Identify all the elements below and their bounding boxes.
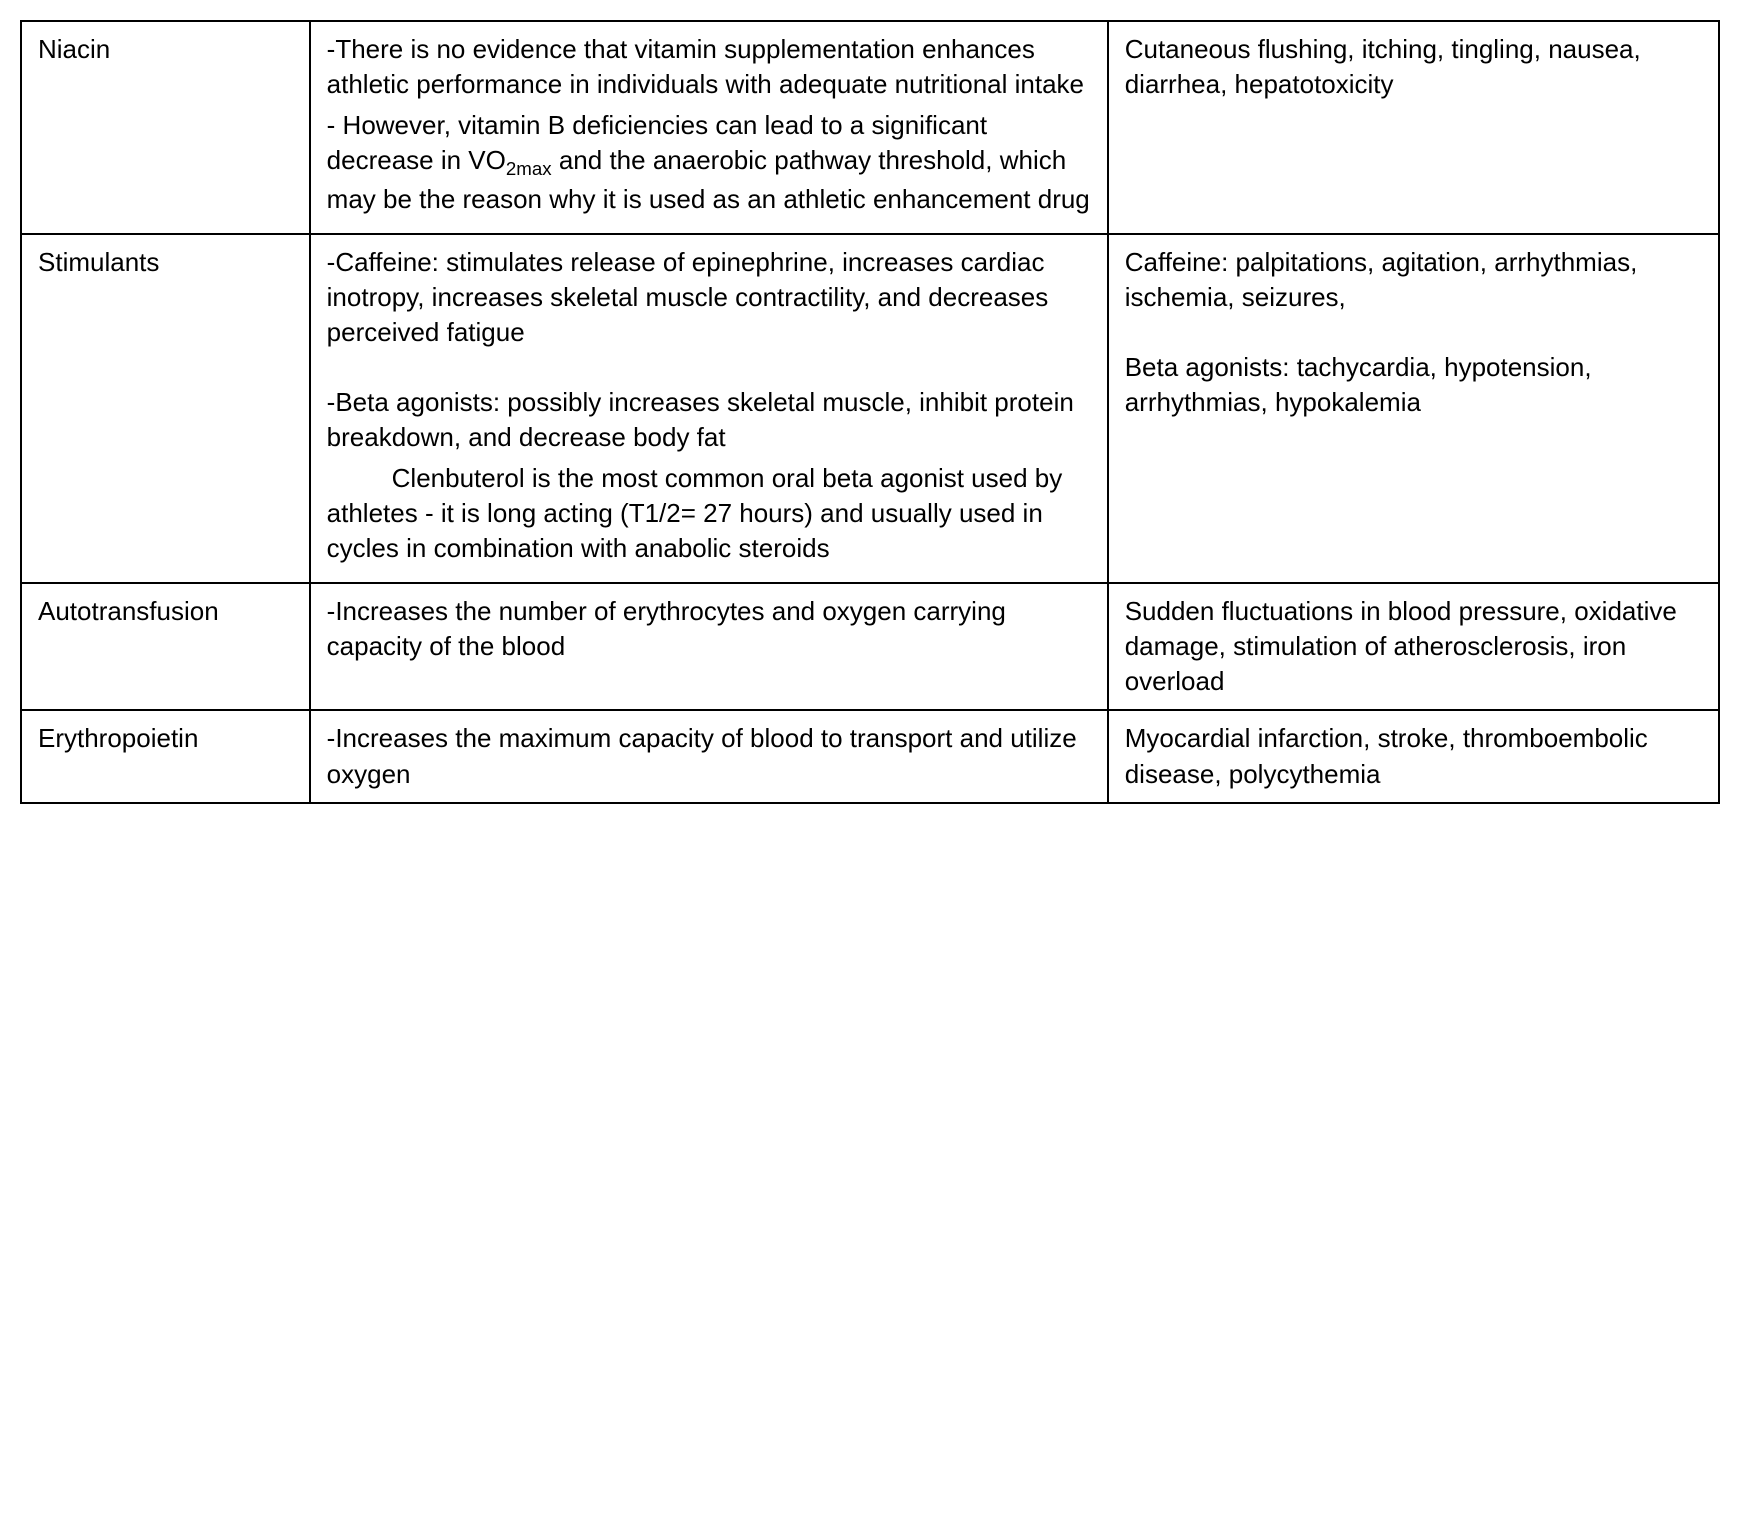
subscript-text: 2max <box>506 158 552 179</box>
mechanism-text: -Caffeine: stimulates release of epineph… <box>327 245 1091 350</box>
substance-name: Autotransfusion <box>38 596 219 626</box>
substances-table: Niacin -There is no evidence that vitami… <box>20 20 1720 804</box>
substance-cell: Erythropoietin <box>21 710 310 802</box>
table-row: Autotransfusion -Increases the number of… <box>21 583 1719 710</box>
substance-name: Erythropoietin <box>38 723 198 753</box>
mechanism-text: -Beta agonists: possibly increases skele… <box>327 385 1091 455</box>
text-segment: Clenbuterol is the most common oral beta… <box>327 463 1063 563</box>
adverse-cell: Sudden fluctuations in blood pressure, o… <box>1108 583 1719 710</box>
substance-name: Stimulants <box>38 247 159 277</box>
adverse-text: Cutaneous flushing, itching, tingling, n… <box>1125 34 1641 99</box>
mechanism-text: -Increases the number of erythrocytes an… <box>327 596 1006 661</box>
mechanism-text: -Increases the maximum capacity of blood… <box>327 723 1077 788</box>
table-row: Niacin -There is no evidence that vitami… <box>21 21 1719 234</box>
mechanism-cell: -Increases the maximum capacity of blood… <box>310 710 1108 802</box>
table-row: Erythropoietin -Increases the maximum ca… <box>21 710 1719 802</box>
adverse-cell: Myocardial infarction, stroke, thromboem… <box>1108 710 1719 802</box>
substance-cell: Niacin <box>21 21 310 234</box>
mechanism-text: -There is no evidence that vitamin suppl… <box>327 32 1091 102</box>
spacer <box>327 356 1091 385</box>
mechanism-cell: -Caffeine: stimulates release of epineph… <box>310 234 1108 583</box>
adverse-cell: Caffeine: palpitations, agitation, arrhy… <box>1108 234 1719 583</box>
text-segment: -There is no evidence that vitamin suppl… <box>327 34 1084 99</box>
adverse-text: Sudden fluctuations in blood pressure, o… <box>1125 596 1677 696</box>
spacer <box>1125 321 1702 350</box>
mechanism-text: - However, vitamin B deficiencies can le… <box>327 108 1091 217</box>
adverse-text: Myocardial infarction, stroke, thromboem… <box>1125 723 1648 788</box>
substance-name: Niacin <box>38 34 110 64</box>
adverse-text: Caffeine: palpitations, agitation, arrhy… <box>1125 245 1702 315</box>
substance-cell: Stimulants <box>21 234 310 583</box>
adverse-text: Beta agonists: tachycardia, hypotension,… <box>1125 350 1702 420</box>
substance-cell: Autotransfusion <box>21 583 310 710</box>
mechanism-cell: -There is no evidence that vitamin suppl… <box>310 21 1108 234</box>
adverse-cell: Cutaneous flushing, itching, tingling, n… <box>1108 21 1719 234</box>
table-row: Stimulants -Caffeine: stimulates release… <box>21 234 1719 583</box>
mechanism-text: Clenbuterol is the most common oral beta… <box>327 461 1091 566</box>
mechanism-cell: -Increases the number of erythrocytes an… <box>310 583 1108 710</box>
